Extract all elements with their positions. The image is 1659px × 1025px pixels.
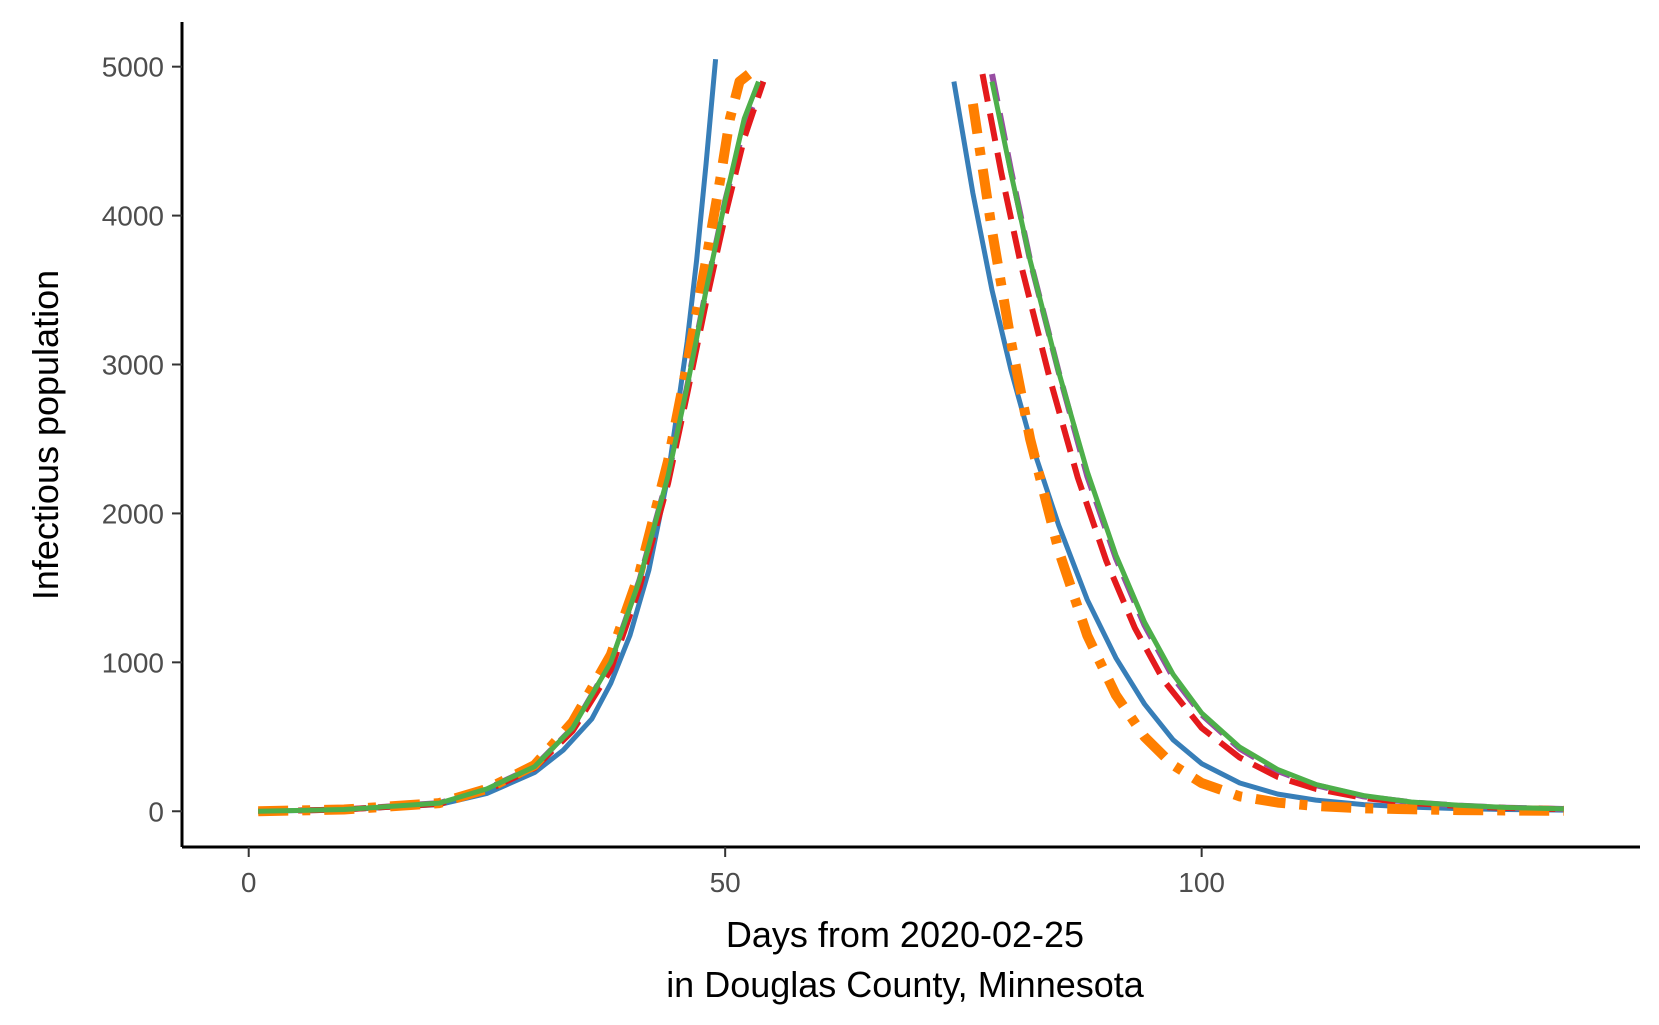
series-2-line-segment-1	[979, 73, 1564, 813]
series-4-line-segment-0	[258, 80, 761, 814]
y-tick-label-5: 5000	[102, 52, 164, 83]
x-tick-label-1: 50	[710, 867, 741, 898]
series-4-line-segment-1	[989, 81, 1564, 812]
series-2-line-segment-0	[258, 80, 767, 815]
y-tick-label-3: 3000	[102, 350, 164, 381]
y-tick-label-2: 2000	[102, 498, 164, 529]
x-tick-label-2: 100	[1178, 867, 1225, 898]
series-layer	[258, 58, 1564, 817]
series-0-line-segment-0	[258, 58, 719, 814]
x-axis-title-line-1: Days from 2020-02-25	[726, 914, 1084, 955]
x-axis-title-line-2: in Douglas County, Minnesota	[666, 964, 1145, 1005]
axes-layer	[180, 22, 1640, 849]
series-1-line-segment-0	[258, 80, 767, 815]
y-tick-label-0: 0	[148, 796, 164, 827]
y-tick-label-1: 1000	[102, 647, 164, 678]
y-axis-title: Infectious population	[25, 270, 66, 600]
x-tick-label-0: 0	[241, 867, 257, 898]
series-3-line-segment-1	[967, 103, 1564, 816]
series-3-line-segment-0	[258, 70, 753, 817]
series-0-line-segment-1	[951, 81, 1564, 813]
y-tick-label-4: 4000	[102, 201, 164, 232]
